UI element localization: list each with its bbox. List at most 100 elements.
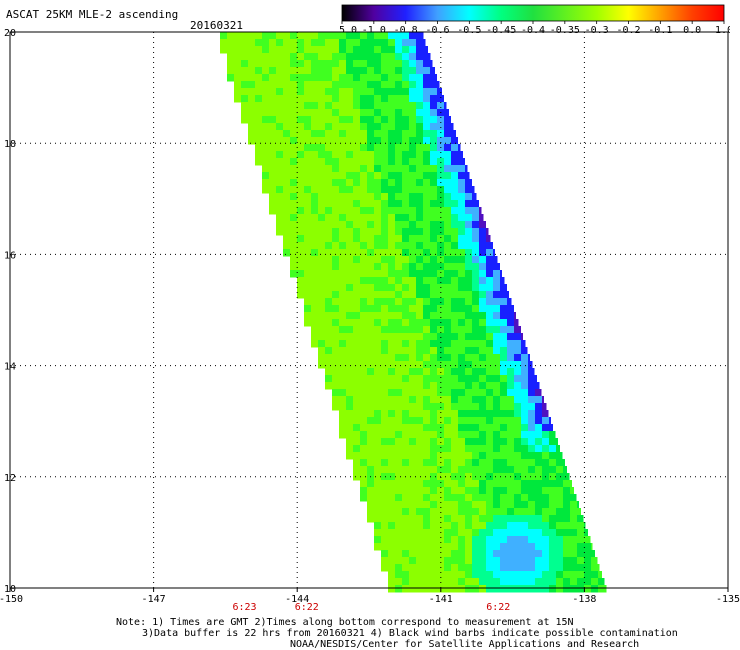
swath-cell xyxy=(584,543,592,551)
swath-cell xyxy=(507,557,515,565)
swath-cell xyxy=(318,151,326,159)
swath-cell xyxy=(423,522,431,530)
swath-cell xyxy=(395,263,403,271)
swath-cell xyxy=(304,270,312,278)
swath-cell xyxy=(486,417,494,425)
swath-cell xyxy=(409,585,417,593)
swath-cell xyxy=(500,466,508,474)
swath-cell xyxy=(493,375,501,383)
swath-cell xyxy=(423,214,431,222)
swath-cell xyxy=(290,165,298,173)
swath-cell xyxy=(395,361,403,369)
swath-cell xyxy=(437,228,445,236)
swath-cell xyxy=(444,564,452,572)
swath-cell xyxy=(521,389,529,397)
swath-cell xyxy=(507,319,515,327)
swath-cell xyxy=(346,263,354,271)
swath-cell xyxy=(423,263,431,271)
swath-cell xyxy=(339,123,347,131)
swath-cell xyxy=(486,494,494,502)
swath-cell xyxy=(549,536,557,544)
swath-cell xyxy=(353,95,361,103)
swath-cell xyxy=(416,389,424,397)
swath-cell xyxy=(395,130,403,138)
swath-cell xyxy=(367,116,375,124)
swath-cell xyxy=(360,53,368,61)
swath-cell xyxy=(304,109,312,117)
swath-cell xyxy=(409,144,417,152)
swath-cell xyxy=(500,487,508,495)
swath-cell xyxy=(507,508,515,516)
swath-cell xyxy=(395,431,403,439)
swath-cell xyxy=(486,529,494,537)
swath-cell xyxy=(430,347,438,355)
swath-cell xyxy=(395,529,403,537)
swath-cell xyxy=(535,550,543,558)
swath-cell xyxy=(290,179,298,187)
swath-cell xyxy=(493,277,501,285)
swath-cell xyxy=(521,550,529,558)
swath-cell xyxy=(493,515,501,523)
swath-cell xyxy=(430,242,438,250)
swath-cell xyxy=(493,361,501,369)
swath-cell xyxy=(234,46,242,54)
swath-cell xyxy=(409,235,417,243)
swath-cell xyxy=(472,200,479,208)
swath-cell xyxy=(563,543,571,551)
swath-cell xyxy=(437,543,445,551)
swath-cell xyxy=(353,410,361,418)
swath-cell xyxy=(353,235,361,243)
swath-cell xyxy=(528,473,536,481)
swath-cell xyxy=(283,179,291,187)
swath-cell xyxy=(500,326,508,334)
swath-cell xyxy=(444,137,452,145)
swath-cell xyxy=(458,529,466,537)
swath-cell xyxy=(388,438,396,446)
swath-cell xyxy=(353,263,361,271)
swath-cell xyxy=(430,256,438,264)
swath-cell xyxy=(381,123,389,131)
swath-cell xyxy=(409,487,417,495)
swath-cell xyxy=(297,60,305,68)
swath-cell xyxy=(416,207,424,215)
swath-cell xyxy=(437,165,445,173)
swath-cell xyxy=(402,277,410,285)
swath-cell xyxy=(535,564,543,572)
swath-cell xyxy=(367,487,375,495)
swath-cell xyxy=(304,116,312,124)
swath-cell xyxy=(514,368,522,376)
swath-cell xyxy=(234,88,242,96)
swath-cell xyxy=(318,109,326,117)
swath-cell xyxy=(339,144,347,152)
swath-cell xyxy=(255,151,263,159)
swath-cell xyxy=(409,95,417,103)
swath-cell xyxy=(507,543,515,551)
swath-cell xyxy=(444,480,452,488)
swath-cell xyxy=(430,172,438,180)
swath-cell xyxy=(563,585,571,593)
swath-cell xyxy=(458,179,466,187)
swath-cell xyxy=(549,445,557,453)
swath-cell xyxy=(339,340,347,348)
swath-cell xyxy=(388,60,396,68)
swath-cell xyxy=(437,417,445,425)
swath-cell xyxy=(507,550,515,558)
swath-cell xyxy=(479,515,487,523)
swath-cell xyxy=(269,165,277,173)
swath-cell xyxy=(332,214,340,222)
swath-cell xyxy=(500,347,508,355)
swath-cell xyxy=(290,46,298,54)
swath-cell xyxy=(402,158,410,166)
swath-time-label: 6:22 xyxy=(486,602,510,613)
swath-cell xyxy=(395,200,403,208)
swath-cell xyxy=(332,347,340,355)
swath-cell xyxy=(381,480,389,488)
swath-cell xyxy=(465,200,473,208)
swath-cell xyxy=(451,508,459,516)
swath-cell xyxy=(409,165,417,173)
swath-cell xyxy=(339,382,347,390)
swath-cell xyxy=(318,32,326,40)
swath-cell xyxy=(332,186,340,194)
swath-cell xyxy=(290,88,298,96)
swath-cell xyxy=(423,424,431,432)
